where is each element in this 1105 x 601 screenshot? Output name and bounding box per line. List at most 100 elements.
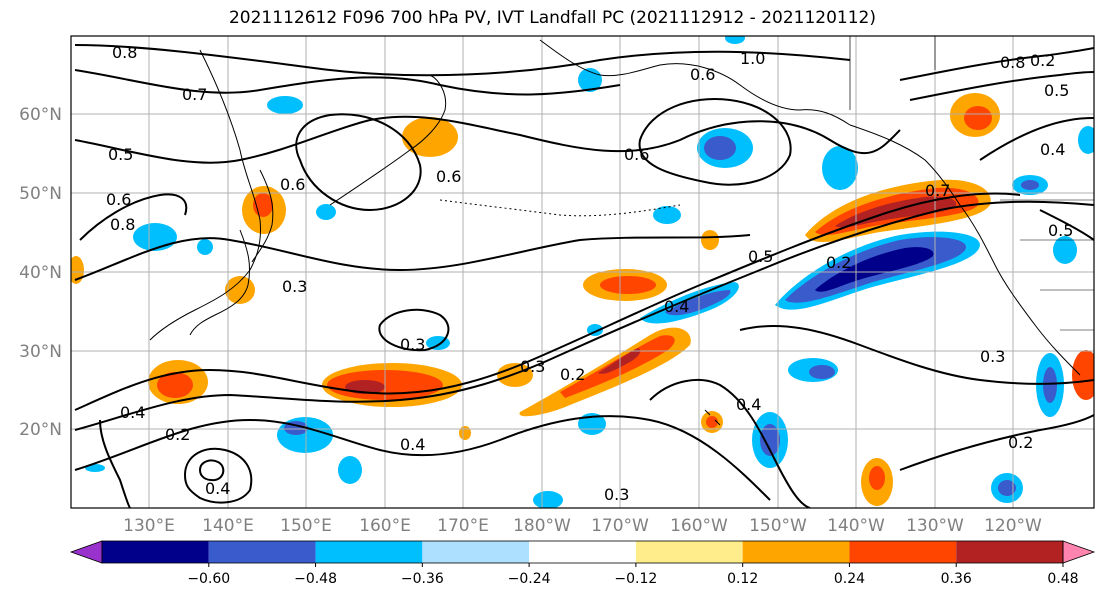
negative-anomaly-patch (665, 290, 731, 316)
contour-label: 0.8 (110, 215, 135, 234)
coastlines (149, 36, 1094, 426)
lon-label: 150°W (749, 516, 807, 536)
contour-label: 0.6 (106, 190, 131, 209)
contour-line (378, 308, 450, 352)
negative-anomaly-patch (725, 36, 745, 44)
colorbar-segment (422, 541, 530, 563)
negative-anomaly-patch (809, 365, 835, 379)
contour-labels: 0.8 1.0 0.7 0.5 0.6 0.6 0.6 0.5 0.6 0.8 … (106, 43, 1073, 504)
contour-label: 0.5 (748, 247, 773, 266)
negative-anomaly-patch (533, 491, 563, 508)
contour-line (295, 113, 422, 212)
contour-label: 0.8 (112, 43, 137, 62)
contour-line (899, 414, 1094, 471)
positive-anomaly-patch (459, 426, 471, 440)
contour-line (1039, 209, 1094, 241)
colorbar-segment (849, 541, 957, 563)
map-frame (70, 35, 1095, 509)
contour-line (74, 200, 1094, 431)
positive-anomaly-patch (497, 363, 533, 387)
colorbar-tick-label: −0.24 (508, 571, 551, 587)
contour-label: 0.3 (980, 347, 1005, 366)
lon-label: 160°E (359, 516, 411, 536)
colorbar-tick-label: 0.36 (941, 571, 972, 587)
contour-line (198, 459, 225, 482)
colorbar-outline (101, 540, 1064, 564)
contour-line (74, 415, 771, 501)
colorbar-segment (742, 541, 850, 563)
lat-label: 50°N (19, 184, 62, 204)
contour-label: 0.7 (182, 85, 207, 104)
contour-label: 0.5 (1048, 221, 1073, 240)
contour-line (99, 419, 131, 508)
positive-anomaly-patch (1072, 350, 1094, 400)
contour-line (74, 115, 901, 164)
colorbar-tick-label: 0.24 (834, 571, 865, 587)
japan-coast (189, 229, 251, 336)
colorbar-segment (529, 541, 636, 563)
negative-anomaly-patch (1078, 126, 1094, 154)
contour-line (183, 447, 253, 504)
aleutian-islands (439, 199, 681, 217)
lat-label: 60°N (19, 105, 62, 125)
contour-label: 0.4 (736, 395, 761, 414)
lon-label: 170°W (591, 516, 649, 536)
negative-anomaly-patch (267, 96, 303, 114)
latitude-labels: 60°N 50°N 40°N 30°N 20°N (19, 105, 62, 440)
lon-label: 140°E (202, 516, 254, 536)
negative-anomaly-patch (704, 136, 736, 160)
lon-label: 160°W (670, 516, 728, 536)
contour-line (638, 98, 792, 186)
contour-label: 0.4 (400, 435, 425, 454)
colorbar: −0.60 −0.48 −0.36 −0.24 −0.12 0.12 0.24 0.36 0.4… (69, 540, 1096, 587)
contour-label: 0.6 (280, 175, 305, 194)
negative-anomaly-patch (760, 424, 780, 456)
lon-label: 170°E (437, 516, 489, 536)
contour-label: 0.3 (282, 277, 307, 296)
contour-label: 0.2 (826, 253, 851, 272)
contour-line (979, 117, 1094, 161)
contour-label: 0.7 (925, 181, 950, 200)
positive-anomaly-patch (701, 230, 719, 250)
colorbar-max-extension (1062, 540, 1096, 564)
lon-label: 130°E (123, 516, 175, 536)
negative-anomaly-patch (316, 204, 336, 220)
asia-coast (149, 49, 261, 341)
positive-anomaly-patch (964, 106, 992, 130)
contour-label: 0.6 (690, 65, 715, 84)
contour-label: 0.4 (120, 403, 145, 422)
contour-line (649, 379, 811, 508)
negative-anomaly-patch (653, 206, 681, 224)
alaska-coast (539, 39, 851, 126)
positive-anomaly-patch (402, 117, 458, 157)
colorbar-segment (956, 541, 1063, 563)
sakhalin-coast (251, 169, 274, 263)
colorbar-tick-label: −0.60 (187, 571, 230, 587)
contour-line (74, 44, 851, 77)
colorbar-segment (315, 541, 423, 563)
colorbar-tick-label: −0.36 (401, 571, 444, 587)
colorbar-segment (102, 541, 209, 563)
negative-anomaly-patch (1043, 367, 1057, 403)
contour-line (909, 71, 1094, 101)
colorbar-tick-label: 0.12 (727, 571, 758, 587)
state-borders (1000, 199, 1094, 331)
colorbar-segment (208, 541, 316, 563)
lon-label: 180°W (513, 516, 571, 536)
positive-anomaly-patch (600, 276, 656, 294)
contour-label: 0.2 (1008, 433, 1033, 452)
lon-label: 140°W (827, 516, 885, 536)
lon-label: 120°W (984, 516, 1042, 536)
kamchatka-coast (329, 74, 447, 206)
negative-anomaly-patch (338, 456, 362, 484)
negative-anomaly-patch (1021, 180, 1039, 190)
contour-label: 0.6 (436, 167, 461, 186)
negative-anomaly-patch (197, 239, 213, 255)
negative-anomaly-patch (133, 223, 177, 251)
alaska-border (849, 36, 936, 110)
contour-label: 0.3 (604, 485, 629, 504)
contour-line (74, 234, 751, 281)
contour-label: 0.8 (1000, 53, 1025, 72)
positive-anomaly-patch (706, 416, 718, 428)
